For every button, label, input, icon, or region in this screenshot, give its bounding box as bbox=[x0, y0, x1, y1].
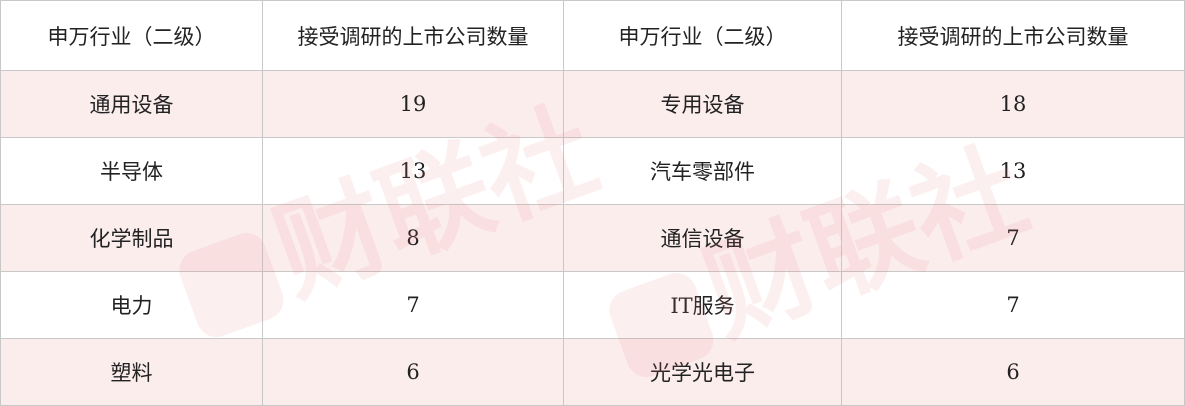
industry-cell: 专用设备 bbox=[563, 70, 842, 138]
count-cell: 19 bbox=[262, 70, 564, 138]
table-row: 电力 7 IT服务 7 bbox=[0, 271, 1185, 339]
industry-cell: 汽车零部件 bbox=[563, 137, 842, 205]
count-cell: 7 bbox=[262, 271, 564, 339]
industry-cell: 半导体 bbox=[0, 137, 263, 205]
count-cell: 7 bbox=[841, 204, 1185, 272]
industry-cell: 光学光电子 bbox=[563, 338, 842, 406]
industry-cell: 化学制品 bbox=[0, 204, 263, 272]
header-industry-left: 申万行业（二级） bbox=[0, 0, 263, 71]
count-cell: 7 bbox=[841, 271, 1185, 339]
count-cell: 6 bbox=[841, 338, 1185, 406]
table-row: 半导体 13 汽车零部件 13 bbox=[0, 137, 1185, 205]
industry-cell: 通信设备 bbox=[563, 204, 842, 272]
table-row: 化学制品 8 通信设备 7 bbox=[0, 204, 1185, 272]
header-count-left: 接受调研的上市公司数量 bbox=[262, 0, 564, 71]
industry-cell: 塑料 bbox=[0, 338, 263, 406]
table-row: 通用设备 19 专用设备 18 bbox=[0, 70, 1185, 138]
header-row: 申万行业（二级） 接受调研的上市公司数量 申万行业（二级） 接受调研的上市公司数… bbox=[0, 0, 1185, 71]
count-cell: 6 bbox=[262, 338, 564, 406]
table-row: 塑料 6 光学光电子 6 bbox=[0, 338, 1185, 406]
count-cell: 13 bbox=[262, 137, 564, 205]
industry-cell: 通用设备 bbox=[0, 70, 263, 138]
header-count-right: 接受调研的上市公司数量 bbox=[841, 0, 1185, 71]
count-cell: 13 bbox=[841, 137, 1185, 205]
industry-cell: 电力 bbox=[0, 271, 263, 339]
header-industry-right: 申万行业（二级） bbox=[563, 0, 842, 71]
count-cell: 8 bbox=[262, 204, 564, 272]
count-cell: 18 bbox=[841, 70, 1185, 138]
industry-cell: IT服务 bbox=[563, 271, 842, 339]
